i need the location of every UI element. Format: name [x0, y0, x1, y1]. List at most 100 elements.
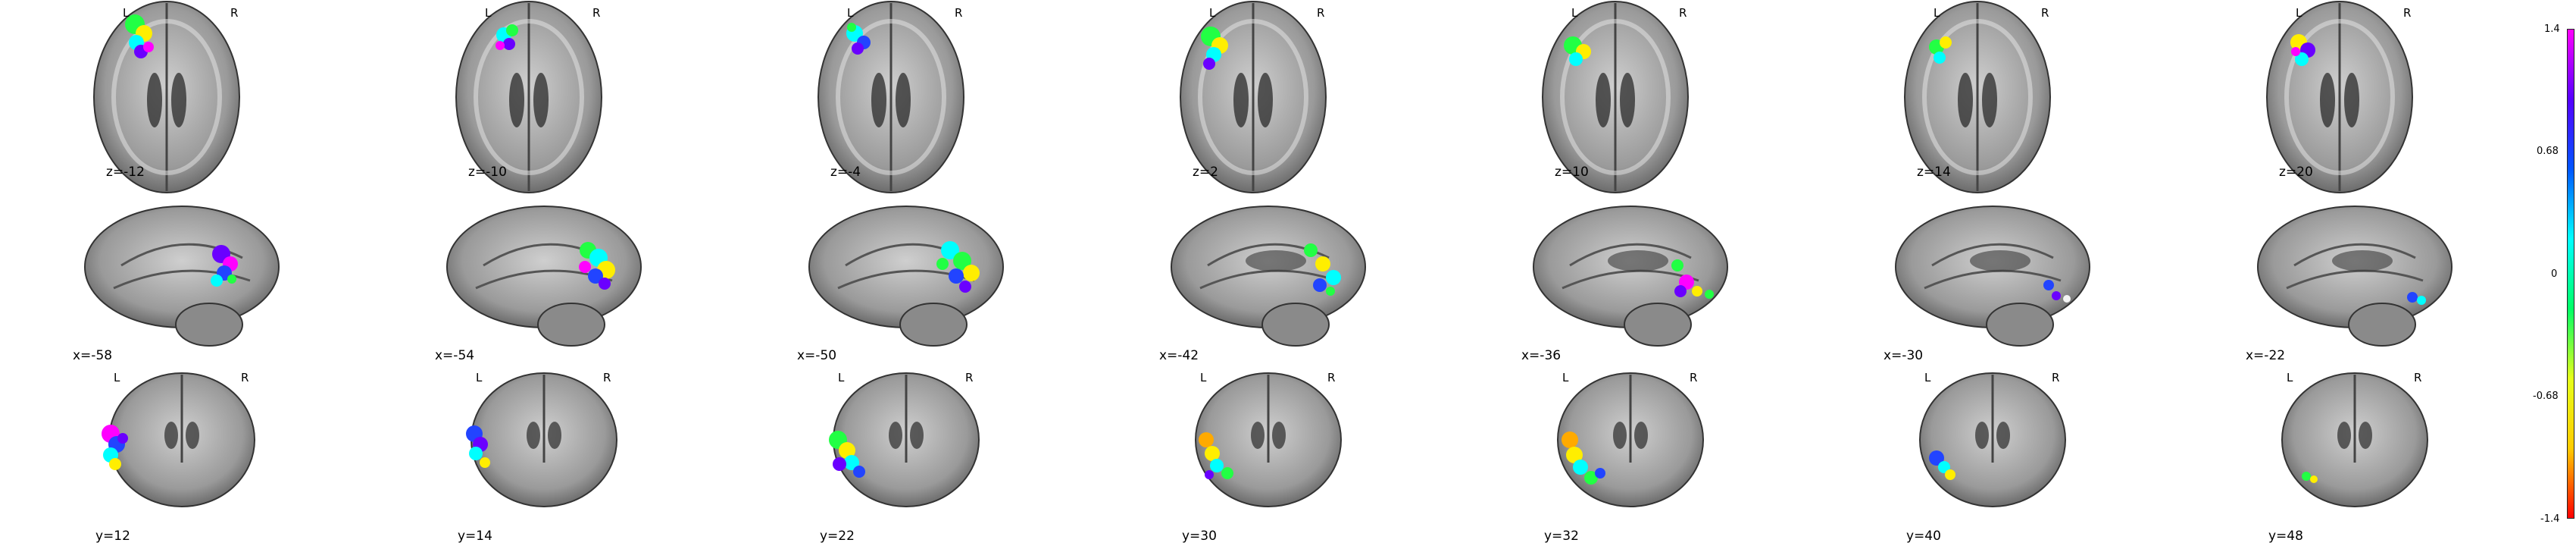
slice-coordinate: y=32 — [1544, 529, 1579, 544]
left-hemisphere-label: L — [114, 371, 120, 384]
activation-blob — [134, 45, 148, 58]
brain-outline — [1533, 206, 1728, 328]
ventricle — [2344, 73, 2359, 127]
activation-blob — [1315, 256, 1330, 271]
colorbar-gradient — [2567, 29, 2574, 519]
slice-coordinate: z=-12 — [106, 165, 145, 180]
sulcus — [1924, 269, 2062, 290]
activation-blob — [1569, 52, 1583, 66]
slice-coordinate: z=-4 — [830, 165, 861, 180]
cerebellum — [1986, 303, 2054, 347]
left-hemisphere-label: L — [2287, 371, 2293, 384]
activation-blob — [2295, 52, 2309, 66]
right-hemisphere-label: R — [2414, 371, 2422, 384]
activation-blob — [136, 25, 152, 42]
brain-outline — [1895, 206, 2090, 328]
slice-coordinate: y=48 — [2268, 529, 2303, 544]
activation-blob — [597, 261, 615, 279]
activation-blob — [846, 25, 863, 42]
activation-blob — [2302, 472, 2311, 481]
activation-blob — [2291, 47, 2300, 56]
activation-blob — [503, 38, 515, 50]
activation-blob — [1938, 461, 1950, 473]
activation-blob — [959, 281, 971, 293]
activation-blob — [847, 23, 856, 32]
slice-coordinate: z=2 — [1193, 165, 1218, 180]
ventricle — [896, 73, 911, 127]
sulcus — [837, 269, 975, 290]
activation-blob — [1679, 275, 1694, 290]
activation-blob — [1929, 450, 1944, 466]
ventricle — [1608, 250, 1668, 271]
activation-blob — [941, 241, 959, 259]
activation-blob — [2043, 280, 2054, 290]
activation-blob — [1199, 432, 1214, 447]
activation-blob — [506, 24, 518, 36]
activation-blob — [1203, 58, 1215, 70]
colorbar-tick: -1.4 — [2540, 513, 2560, 525]
activation-blob — [1326, 287, 1335, 296]
activation-blob — [217, 265, 232, 281]
sulcus — [1569, 243, 1692, 267]
activation-blob — [1934, 52, 1946, 64]
colorbar — [2567, 29, 2574, 519]
activation-blob — [1326, 270, 1341, 285]
white-matter — [836, 19, 946, 175]
ventricle — [1613, 422, 1627, 449]
cerebellum — [899, 303, 968, 347]
white-matter — [474, 19, 584, 175]
activation-blob — [580, 242, 596, 259]
right-hemisphere-label: R — [241, 371, 249, 384]
activation-blob — [839, 442, 855, 459]
cerebellum — [1624, 303, 1692, 347]
right-hemisphere-label: R — [1317, 6, 1325, 20]
activation-blob — [1584, 471, 1598, 485]
ventricle — [1975, 422, 1989, 449]
ventricle — [2359, 422, 2372, 449]
right-hemisphere-label: R — [2041, 6, 2049, 20]
activation-blob — [2290, 34, 2307, 51]
activation-blob — [2063, 295, 2071, 303]
left-hemisphere-label: L — [123, 6, 130, 20]
activation-blob — [227, 275, 236, 284]
activation-blob — [953, 252, 971, 270]
sulcus — [2286, 269, 2424, 290]
ventricle — [186, 422, 199, 449]
left-hemisphere-label: L — [1934, 6, 1940, 20]
ventricle — [1246, 250, 1306, 271]
slice-coordinate: z=-10 — [468, 165, 507, 180]
slice-coordinate: z=14 — [1917, 165, 1951, 180]
white-matter — [111, 19, 222, 175]
activation-blob — [2310, 475, 2318, 483]
sulcus — [1199, 269, 1337, 290]
right-hemisphere-label: R — [2052, 371, 2060, 384]
ventricle — [1272, 422, 1286, 449]
sulcus — [2293, 243, 2416, 267]
activation-blob — [108, 436, 125, 453]
cerebellum — [2348, 303, 2416, 347]
activation-blob — [1562, 431, 1578, 448]
activation-blob — [223, 256, 238, 271]
brain-outline — [833, 372, 980, 507]
right-hemisphere-label: R — [1679, 6, 1687, 20]
white-matter — [2284, 19, 2395, 175]
left-hemisphere-label: L — [838, 371, 845, 384]
slice-coordinate: x=-22 — [2246, 348, 2286, 363]
ventricle — [164, 422, 178, 449]
ventricle — [1970, 250, 2030, 271]
activation-blob — [103, 447, 118, 463]
white-matter — [1922, 19, 2033, 175]
white-matter — [1198, 19, 1308, 175]
right-hemisphere-label: R — [1690, 371, 1698, 384]
colorbar-tick: 0.68 — [2537, 146, 2559, 157]
